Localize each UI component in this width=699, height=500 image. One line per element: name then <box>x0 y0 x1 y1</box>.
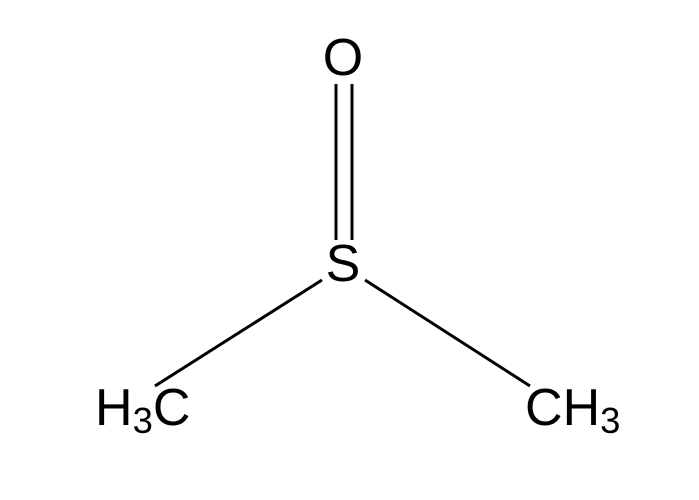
bond-double-S-O <box>336 84 352 240</box>
bond-line <box>155 280 322 386</box>
formula-part: H <box>563 379 601 437</box>
formula-part: C <box>153 379 191 437</box>
formula-part: 3 <box>600 400 620 441</box>
bond-single-S-C1 <box>155 280 322 386</box>
formula-part: C <box>525 379 563 437</box>
atom-S: S <box>326 235 361 293</box>
atom-O: O <box>323 29 363 87</box>
formula-part: 3 <box>133 400 153 441</box>
atom-C1-H3C: H3C <box>95 379 190 441</box>
bond-line <box>365 280 530 386</box>
molecule-canvas: O S H3C CH3 <box>0 0 699 500</box>
formula-part: H <box>95 379 133 437</box>
bond-single-S-C2 <box>365 280 530 386</box>
atom-C2-CH3: CH3 <box>525 379 620 441</box>
